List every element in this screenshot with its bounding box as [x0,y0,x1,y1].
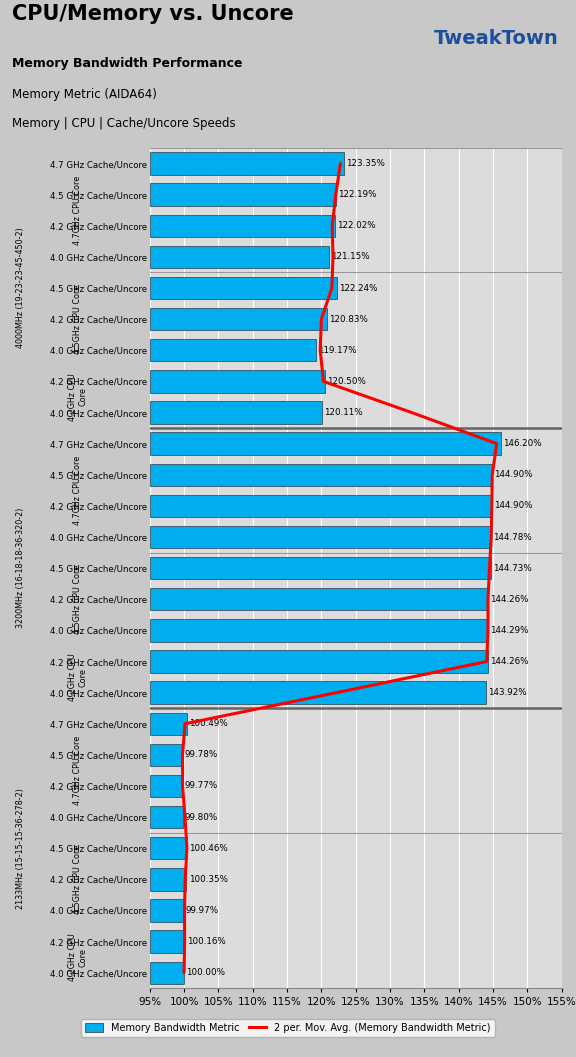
Text: 100.00%: 100.00% [186,968,225,978]
Bar [150,370,325,392]
Text: 100.35%: 100.35% [188,875,228,884]
Bar [150,215,335,237]
Text: 4.5GHz CPU Core: 4.5GHz CPU Core [73,845,82,914]
Text: Memory Metric (AIDA64): Memory Metric (AIDA64) [12,89,157,101]
Legend: Memory Bandwidth Metric, 2 per. Mov. Avg. (Memory Bandwidth Metric): Memory Bandwidth Metric, 2 per. Mov. Avg… [81,1019,495,1037]
Text: 123.35%: 123.35% [346,159,385,168]
Bar [150,775,183,797]
Text: 146.20%: 146.20% [503,439,542,448]
Text: 144.90%: 144.90% [494,470,533,479]
Bar [150,402,322,424]
Bar [150,619,488,642]
Text: 122.02%: 122.02% [338,221,376,230]
Text: 4.7GHz CPU Core: 4.7GHz CPU Core [73,456,82,525]
Text: 143.92%: 143.92% [488,688,526,698]
Bar [150,900,184,922]
Bar [150,308,327,331]
Text: CPU/Memory vs. Uncore: CPU/Memory vs. Uncore [12,4,293,24]
Bar [150,152,344,174]
Text: 120.83%: 120.83% [329,315,368,323]
Text: 144.78%: 144.78% [494,533,532,541]
Bar [150,744,183,766]
Bar [150,805,183,829]
Text: Memory | CPU | Cache/Uncore Speeds: Memory | CPU | Cache/Uncore Speeds [12,117,235,130]
Text: 100.46%: 100.46% [190,843,228,853]
Text: 99.80%: 99.80% [185,813,218,821]
Text: 144.73%: 144.73% [493,563,532,573]
Text: 2133MHz (15-15-15-36-278-2): 2133MHz (15-15-15-36-278-2) [16,787,25,909]
Text: 4.2GHz CPU
Core: 4.2GHz CPU Core [68,373,88,421]
Bar [150,712,187,735]
Text: 4.7GHz CPU Core: 4.7GHz CPU Core [73,175,82,245]
Text: TweakTown: TweakTown [434,29,559,48]
Text: 119.17%: 119.17% [318,346,357,355]
Bar [150,962,184,984]
Text: 4.2GHz CPU
Core: 4.2GHz CPU Core [68,653,88,701]
Text: 144.90%: 144.90% [494,501,533,511]
Text: Memory Bandwidth Performance: Memory Bandwidth Performance [12,57,242,70]
Bar [150,339,316,361]
Text: 99.78%: 99.78% [185,750,218,759]
Bar [150,184,336,206]
Bar [150,495,492,517]
Text: 4.5GHz CPU Core: 4.5GHz CPU Core [73,284,82,354]
Text: 120.11%: 120.11% [324,408,363,418]
Bar [150,525,491,549]
Bar [150,650,488,672]
Text: 100.49%: 100.49% [190,719,228,728]
Bar [150,432,501,455]
Bar [150,277,337,299]
Text: 121.15%: 121.15% [331,253,370,261]
Bar [150,588,488,611]
Text: 4000MHz (19-23-23-45-450-2): 4000MHz (19-23-23-45-450-2) [16,227,25,349]
Text: 144.26%: 144.26% [490,657,528,666]
Text: 4.7GHz CPU Core: 4.7GHz CPU Core [73,736,82,805]
Text: 122.19%: 122.19% [339,190,377,199]
Bar [150,682,486,704]
Text: 120.50%: 120.50% [327,377,366,386]
Text: 99.77%: 99.77% [184,781,218,791]
Bar [150,930,185,952]
Text: 3200MHz (16-18-18-36-320-2): 3200MHz (16-18-18-36-320-2) [16,508,25,628]
Text: 4.2GHz CPU
Core: 4.2GHz CPU Core [68,933,88,981]
Bar [150,868,187,891]
Text: 122.24%: 122.24% [339,283,377,293]
Bar [150,837,187,859]
Bar [150,245,329,268]
Text: 99.97%: 99.97% [186,906,219,915]
Bar [150,557,491,579]
Bar [150,464,492,486]
Text: 144.29%: 144.29% [490,626,529,635]
Text: 4.5GHz CPU Core: 4.5GHz CPU Core [73,564,82,634]
Text: 144.26%: 144.26% [490,595,528,604]
Text: 100.16%: 100.16% [187,938,226,946]
